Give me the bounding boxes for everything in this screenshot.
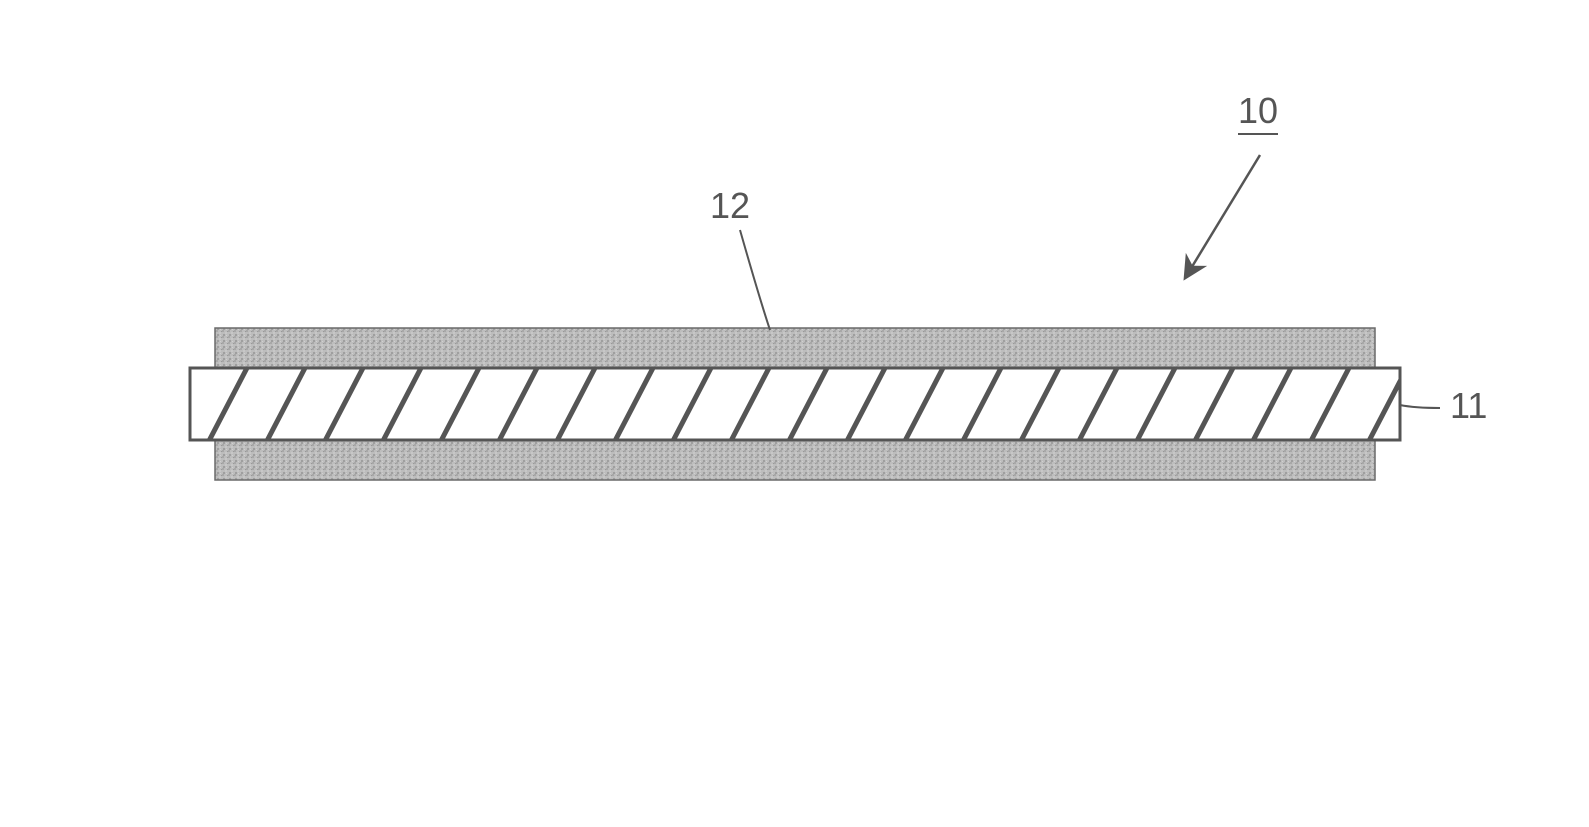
outer-layer-top (215, 328, 1375, 368)
label-assembly: 10 (1238, 90, 1278, 135)
leader-11 (1400, 405, 1440, 408)
assembly-arrow (1190, 155, 1260, 270)
label-top-layer: 12 (710, 185, 750, 227)
diagram-canvas: 10 12 11 (0, 0, 1589, 827)
outer-layer-bottom (215, 440, 1375, 480)
label-assembly-wrap: 10 (1238, 90, 1278, 132)
label-core-layer: 11 (1450, 385, 1487, 427)
diagram-svg (0, 0, 1589, 827)
leader-12 (740, 230, 770, 330)
